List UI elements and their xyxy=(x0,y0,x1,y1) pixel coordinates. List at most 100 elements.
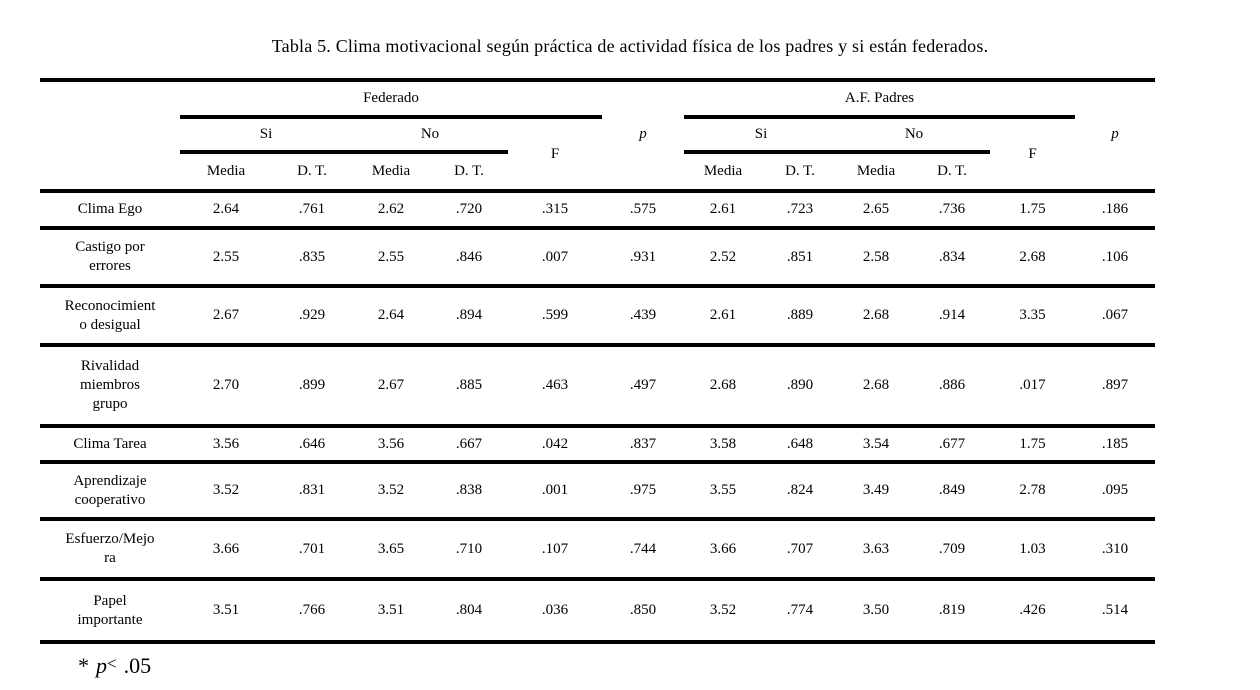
data-cell: 3.52 xyxy=(352,460,430,519)
significance-note: * p< .05 xyxy=(78,653,1260,679)
row-label: Reconocimient o desigual xyxy=(40,284,180,345)
data-cell: .707 xyxy=(762,517,838,579)
spacer-cell xyxy=(40,117,180,152)
data-cell: .897 xyxy=(1075,343,1155,426)
data-cell: .007 xyxy=(508,226,602,286)
data-cell: 2.62 xyxy=(352,189,430,228)
data-cell: 2.78 xyxy=(990,460,1075,519)
data-cell: .831 xyxy=(272,460,352,519)
data-cell: .310 xyxy=(1075,517,1155,579)
subgroup-header-no-af-padres: No xyxy=(838,117,990,154)
group-header-af-padres: A.F. Padres xyxy=(684,80,1075,119)
data-cell: 2.52 xyxy=(684,226,762,286)
data-cell: .886 xyxy=(914,343,990,426)
data-cell: .106 xyxy=(1075,226,1155,286)
data-cell: 3.56 xyxy=(352,424,430,462)
data-cell: 3.52 xyxy=(180,460,272,519)
data-cell: .838 xyxy=(430,460,508,519)
table-row: Castigo por errores 2.55.835 2.55.846.007.… xyxy=(40,226,1155,286)
data-cell: 3.63 xyxy=(838,517,914,579)
col-header-media: Media xyxy=(371,163,411,180)
data-cell: .497 xyxy=(602,343,684,426)
data-cell: .824 xyxy=(762,460,838,519)
data-cell: .914 xyxy=(914,284,990,345)
data-cell: .677 xyxy=(914,424,990,462)
table-title: Tabla 5. Clima motivacional según prácti… xyxy=(271,36,989,56)
data-cell: 2.61 xyxy=(684,189,762,228)
data-cell: .885 xyxy=(430,343,508,426)
data-cell: 3.52 xyxy=(684,577,762,642)
document-page: Tabla 5. Clima motivacional según prácti… xyxy=(0,36,1260,690)
data-cell: .667 xyxy=(430,424,508,462)
data-cell: .648 xyxy=(762,424,838,462)
data-cell: 2.68 xyxy=(990,226,1075,286)
table-row: Papel importante 3.51.766 3.51.804.036.850… xyxy=(40,577,1155,642)
table-row: Clima Tarea 3.56.646 3.56.667.042.837 3.58.… xyxy=(40,424,1155,462)
corner-cell xyxy=(40,80,180,117)
data-cell: .185 xyxy=(1075,424,1155,462)
data-cell: .036 xyxy=(508,577,602,642)
data-cell: .463 xyxy=(508,343,602,426)
group-header-federado: Federado xyxy=(180,80,602,119)
stat-header-row: Media D. T. Media D. T. Media D. T. Medi… xyxy=(40,152,1155,191)
data-cell: .095 xyxy=(1075,460,1155,519)
col-header-dt: D. T. xyxy=(297,163,327,180)
results-table: Federado A.F. Padres Si No F p Si No F p… xyxy=(40,78,1155,644)
col-header-p-af-padres: p xyxy=(1111,126,1119,143)
data-cell: 3.66 xyxy=(180,517,272,579)
spacer-cell xyxy=(1075,152,1155,191)
data-cell: .850 xyxy=(602,577,684,642)
data-cell: 3.58 xyxy=(684,424,762,462)
data-cell: 3.51 xyxy=(352,577,430,642)
data-cell: .710 xyxy=(430,517,508,579)
data-cell: 2.68 xyxy=(838,284,914,345)
data-cell: 2.67 xyxy=(180,284,272,345)
data-cell: 2.64 xyxy=(352,284,430,345)
data-cell: .646 xyxy=(272,424,352,462)
data-cell: 2.67 xyxy=(352,343,430,426)
data-cell: 3.66 xyxy=(684,517,762,579)
subgroup-header-row: Si No F p Si No F p xyxy=(40,117,1155,162)
data-cell: .774 xyxy=(762,577,838,642)
col-header-f-federado: F xyxy=(550,145,560,162)
data-cell: 2.55 xyxy=(180,226,272,286)
data-cell: .837 xyxy=(602,424,684,462)
less-than-operator: < xyxy=(107,654,117,673)
data-cell: .899 xyxy=(272,343,352,426)
data-cell: .439 xyxy=(602,284,684,345)
data-cell: 3.49 xyxy=(838,460,914,519)
subgroup-header-si-federado: Si xyxy=(180,117,352,154)
col-header-dt: D. T. xyxy=(454,163,484,180)
data-cell: .001 xyxy=(508,460,602,519)
data-cell: .514 xyxy=(1075,577,1155,642)
data-cell: 3.56 xyxy=(180,424,272,462)
data-cell: .804 xyxy=(430,577,508,642)
subgroup-header-si-af-padres: Si xyxy=(684,117,838,154)
col-header-media: Media xyxy=(856,163,896,180)
data-cell: .834 xyxy=(914,226,990,286)
data-cell: 2.65 xyxy=(838,189,914,228)
data-cell: 1.75 xyxy=(990,424,1075,462)
data-cell: .186 xyxy=(1075,189,1155,228)
row-label: Rivalidad miembros grupo xyxy=(40,343,180,426)
col-header-f-af-padres: F xyxy=(1028,145,1037,162)
data-cell: 3.50 xyxy=(838,577,914,642)
data-cell: .761 xyxy=(272,189,352,228)
data-cell: .709 xyxy=(914,517,990,579)
data-cell: 3.55 xyxy=(684,460,762,519)
data-cell: .889 xyxy=(762,284,838,345)
table-row: Aprendizaje cooperativo 3.52.831 3.52.838.… xyxy=(40,460,1155,519)
p-symbol: p xyxy=(96,653,107,678)
col-header-p-federado: p xyxy=(639,126,647,143)
data-cell: .835 xyxy=(272,226,352,286)
data-cell: .575 xyxy=(602,189,684,228)
col-header-dt: D. T. xyxy=(785,163,815,180)
spacer-cell xyxy=(1075,80,1155,117)
data-cell: .975 xyxy=(602,460,684,519)
spacer-cell xyxy=(602,80,684,117)
group-header-row: Federado A.F. Padres xyxy=(40,80,1155,119)
data-cell: 2.61 xyxy=(684,284,762,345)
table-row: Reconocimient o desigual 2.67.929 2.64.894… xyxy=(40,284,1155,345)
table-row: Esfuerzo/Mejo ra 3.66.701 3.65.710.107.744… xyxy=(40,517,1155,579)
data-cell: 3.65 xyxy=(352,517,430,579)
